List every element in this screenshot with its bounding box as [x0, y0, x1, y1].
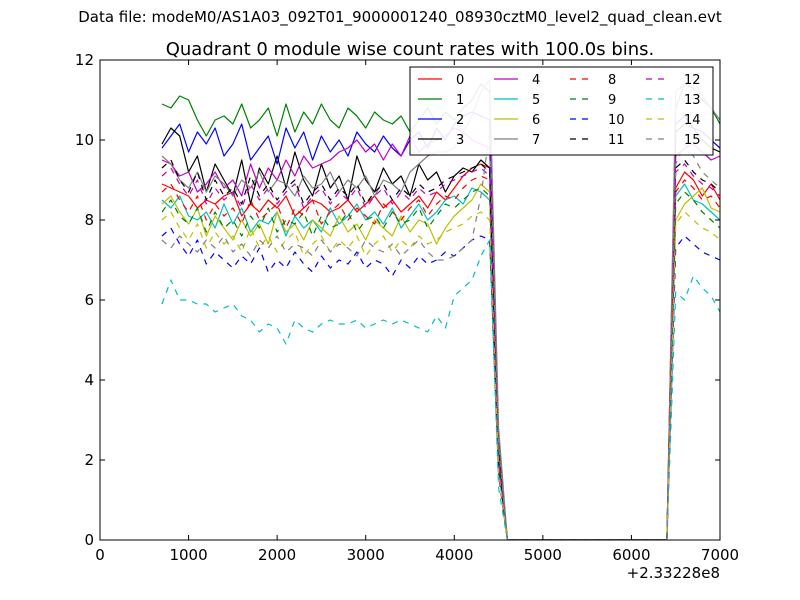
y-tick-label: 0: [84, 531, 94, 549]
legend-label-5: 5: [532, 93, 540, 108]
legend-label-10: 10: [608, 113, 625, 128]
legend-label-0: 0: [456, 73, 464, 88]
y-tick-label: 6: [84, 291, 94, 309]
figure-suptitle: Data file: modeM0/AS1A03_092T01_90000012…: [78, 8, 722, 26]
x-tick-label: 5000: [524, 546, 562, 564]
legend-label-15: 15: [684, 133, 701, 148]
x-tick-label: 6000: [612, 546, 650, 564]
chart-title: Quadrant 0 module wise count rates with …: [166, 39, 655, 60]
legend-label-6: 6: [532, 113, 540, 128]
series-line-15: [161, 131, 720, 540]
legend-label-1: 1: [456, 93, 464, 108]
series-line-9: [161, 187, 720, 540]
y-tick-label: 2: [84, 451, 94, 469]
legend-label-7: 7: [532, 133, 540, 148]
series-line-13: [161, 239, 720, 540]
series-line-3: [161, 123, 720, 540]
legend-label-13: 13: [684, 93, 701, 108]
x-offset-label: +2.33228e8: [627, 564, 720, 582]
legend-label-3: 3: [456, 133, 464, 148]
legend-label-14: 14: [684, 113, 701, 128]
legend-label-11: 11: [608, 133, 625, 148]
x-tick-label: 4000: [435, 546, 473, 564]
series-line-14: [161, 211, 720, 540]
x-tick-label: 1000: [169, 546, 207, 564]
legend-label-8: 8: [608, 73, 616, 88]
x-tick-label: 7000: [701, 546, 739, 564]
x-tick-label: 0: [95, 546, 105, 564]
y-tick-label: 4: [84, 371, 94, 389]
series-line-5: [161, 183, 720, 540]
y-tick-label: 12: [75, 51, 94, 69]
series-line-11: [161, 159, 720, 540]
y-tick-label: 10: [75, 131, 94, 149]
legend-label-4: 4: [532, 73, 540, 88]
series-line-0: [161, 163, 720, 540]
y-tick-label: 8: [84, 211, 94, 229]
legend-label-12: 12: [684, 73, 701, 88]
legend-label-2: 2: [456, 113, 464, 128]
legend-label-9: 9: [608, 93, 616, 108]
x-tick-label: 3000: [347, 546, 385, 564]
series-line-12: [161, 163, 720, 540]
x-tick-label: 2000: [258, 546, 296, 564]
legend-box: [409, 66, 714, 156]
